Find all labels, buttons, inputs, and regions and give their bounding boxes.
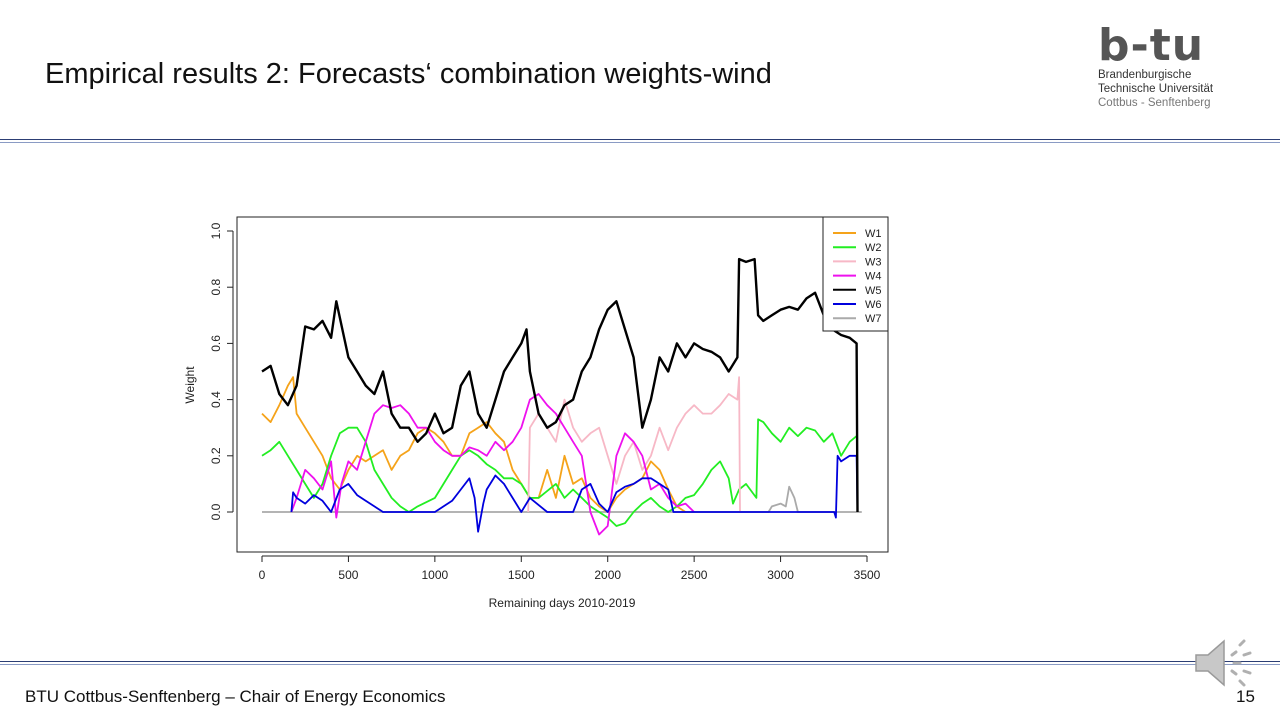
legend-label: W5 bbox=[865, 285, 882, 297]
x-tick-label: 2000 bbox=[594, 568, 621, 582]
y-tick-label: 0.8 bbox=[209, 279, 223, 296]
logo-line-1: Brandenburgische bbox=[1098, 69, 1192, 81]
logo-line-3: Cottbus - Senftenberg bbox=[1098, 97, 1211, 109]
btu-logo: b-tu Brandenburgische Technische Univers… bbox=[1098, 24, 1228, 110]
x-tick-label: 3000 bbox=[767, 568, 794, 582]
header-divider bbox=[0, 139, 1280, 140]
x-tick-label: 3500 bbox=[854, 568, 881, 582]
speaker-icon[interactable] bbox=[1192, 633, 1256, 693]
footer-divider bbox=[0, 661, 1280, 662]
y-tick-label: 1.0 bbox=[209, 222, 223, 239]
y-axis-label: Weight bbox=[183, 366, 197, 404]
page-number: 15 bbox=[1236, 687, 1255, 706]
header-divider-secondary bbox=[0, 142, 1280, 143]
x-tick-label: 0 bbox=[259, 568, 266, 582]
series-line-w7 bbox=[262, 485, 862, 513]
legend-box bbox=[822, 216, 889, 332]
legend-label: W7 bbox=[865, 313, 882, 325]
legend-label: W6 bbox=[865, 299, 882, 311]
series-line-w4 bbox=[290, 393, 695, 536]
series-line-w1 bbox=[261, 376, 686, 513]
x-tick-label: 2500 bbox=[681, 568, 708, 582]
y-tick-label: 0.0 bbox=[209, 503, 223, 520]
y-tick-label: 0.6 bbox=[209, 335, 223, 352]
legend-label: W3 bbox=[865, 256, 882, 268]
legend-label: W4 bbox=[865, 271, 882, 283]
plot-frame bbox=[236, 216, 889, 553]
slide-title: Empirical results 2: Forecasts‘ combinat… bbox=[45, 58, 772, 90]
x-axis-label: Remaining days 2010-2019 bbox=[489, 596, 636, 610]
x-tick-label: 1000 bbox=[422, 568, 449, 582]
legend-label: W1 bbox=[865, 228, 882, 240]
logo-mark: b-tu bbox=[1098, 20, 1205, 71]
series-line-w6 bbox=[290, 454, 859, 533]
series-line-w5 bbox=[261, 257, 859, 513]
x-tick-label: 500 bbox=[338, 568, 358, 582]
footer-text: BTU Cottbus-Senftenberg – Chair of Energ… bbox=[25, 687, 446, 706]
series-line-w2 bbox=[261, 418, 858, 527]
x-tick-label: 1500 bbox=[508, 568, 535, 582]
y-tick-label: 0.2 bbox=[209, 447, 223, 464]
footer-divider-secondary bbox=[0, 664, 1280, 665]
y-tick-label: 0.4 bbox=[209, 391, 223, 408]
logo-line-2: Technische Universität bbox=[1098, 83, 1214, 95]
legend-label: W2 bbox=[865, 242, 882, 254]
